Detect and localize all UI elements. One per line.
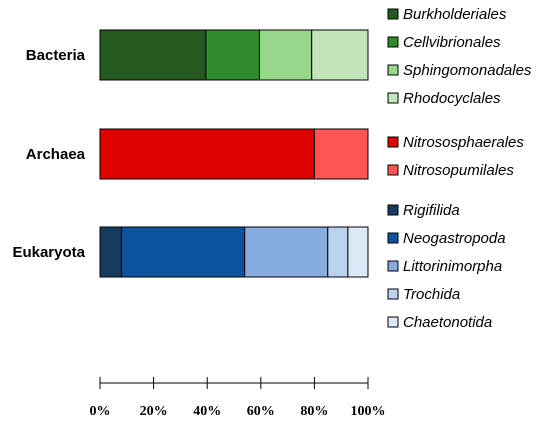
legend-swatch-nitrososphaerales [387, 136, 399, 148]
legend-label-burkholderiales: Burkholderiales [403, 6, 507, 23]
legend-label-cellvibrionales: Cellvibrionales [403, 34, 501, 51]
legend-swatch-rhodocyclales [387, 92, 399, 104]
bar-segment-chaetonotida [347, 226, 369, 278]
x-tick-label: 80% [300, 404, 328, 419]
legend-swatch-chaetonotida [387, 316, 399, 328]
legend-swatch-cellvibrionales [387, 36, 399, 48]
legend-label-sphingomonadales: Sphingomonadales [403, 62, 532, 79]
category-labels: Bacteria Archaea Eukaryota [12, 47, 85, 261]
legend-label-rigifilida: Rigifilida [403, 202, 460, 219]
x-tick-label: 60% [247, 404, 275, 419]
category-label-archaea: Archaea [26, 146, 86, 163]
legend-label-rhodocyclales: Rhodocyclales [403, 90, 501, 107]
x-tick-label: 100% [351, 404, 386, 419]
x-tick-label: 40% [193, 404, 221, 419]
legend-swatch-nitrosopumilales [387, 164, 399, 176]
legend-swatch-sphingomonadales [387, 64, 399, 76]
bar-segment-cellvibrionales [205, 29, 260, 81]
legend-label-chaetonotida: Chaetonotida [403, 314, 492, 331]
legend-label-trochida: Trochida [403, 286, 460, 303]
legend-label-nitrososphaerales: Nitrososphaerales [403, 134, 524, 151]
legend-label-neogastropoda: Neogastropoda [403, 230, 506, 247]
legend-swatch-neogastropoda [387, 232, 399, 244]
legend: Burkholderiales Cellvibrionales Sphingomon… [387, 6, 532, 331]
bar-segment-sphingomonadales [258, 29, 313, 81]
legend-label-nitrosopumilales: Nitrosopumilales [403, 162, 514, 179]
category-label-eukaryota: Eukaryota [12, 244, 85, 261]
bar-segment-rigifilida [99, 226, 122, 278]
legend-swatch-burkholderiales [387, 8, 399, 20]
x-tick-label: 0% [90, 404, 111, 419]
bar-segment-nitrososphaerales [99, 128, 315, 180]
x-axis: 0% 20% 40% 60% 80% 100% [90, 377, 386, 419]
legend-swatch-trochida [387, 288, 399, 300]
category-label-bacteria: Bacteria [26, 47, 86, 64]
bar-segment-neogastropoda [120, 226, 246, 278]
bar-segment-trochida [327, 226, 349, 278]
bar-segment-littorinimorpha [244, 226, 329, 278]
bar-segment-rhodocyclales [311, 29, 369, 81]
legend-swatch-rigifilida [387, 204, 399, 216]
legend-swatch-littorinimorpha [387, 260, 399, 272]
bars-layer [99, 29, 369, 278]
legend-label-littorinimorpha: Littorinimorpha [403, 258, 502, 275]
bar-segment-nitrosopumilales [313, 128, 369, 180]
bar-segment-burkholderiales [99, 29, 207, 81]
x-tick-label: 20% [140, 404, 168, 419]
